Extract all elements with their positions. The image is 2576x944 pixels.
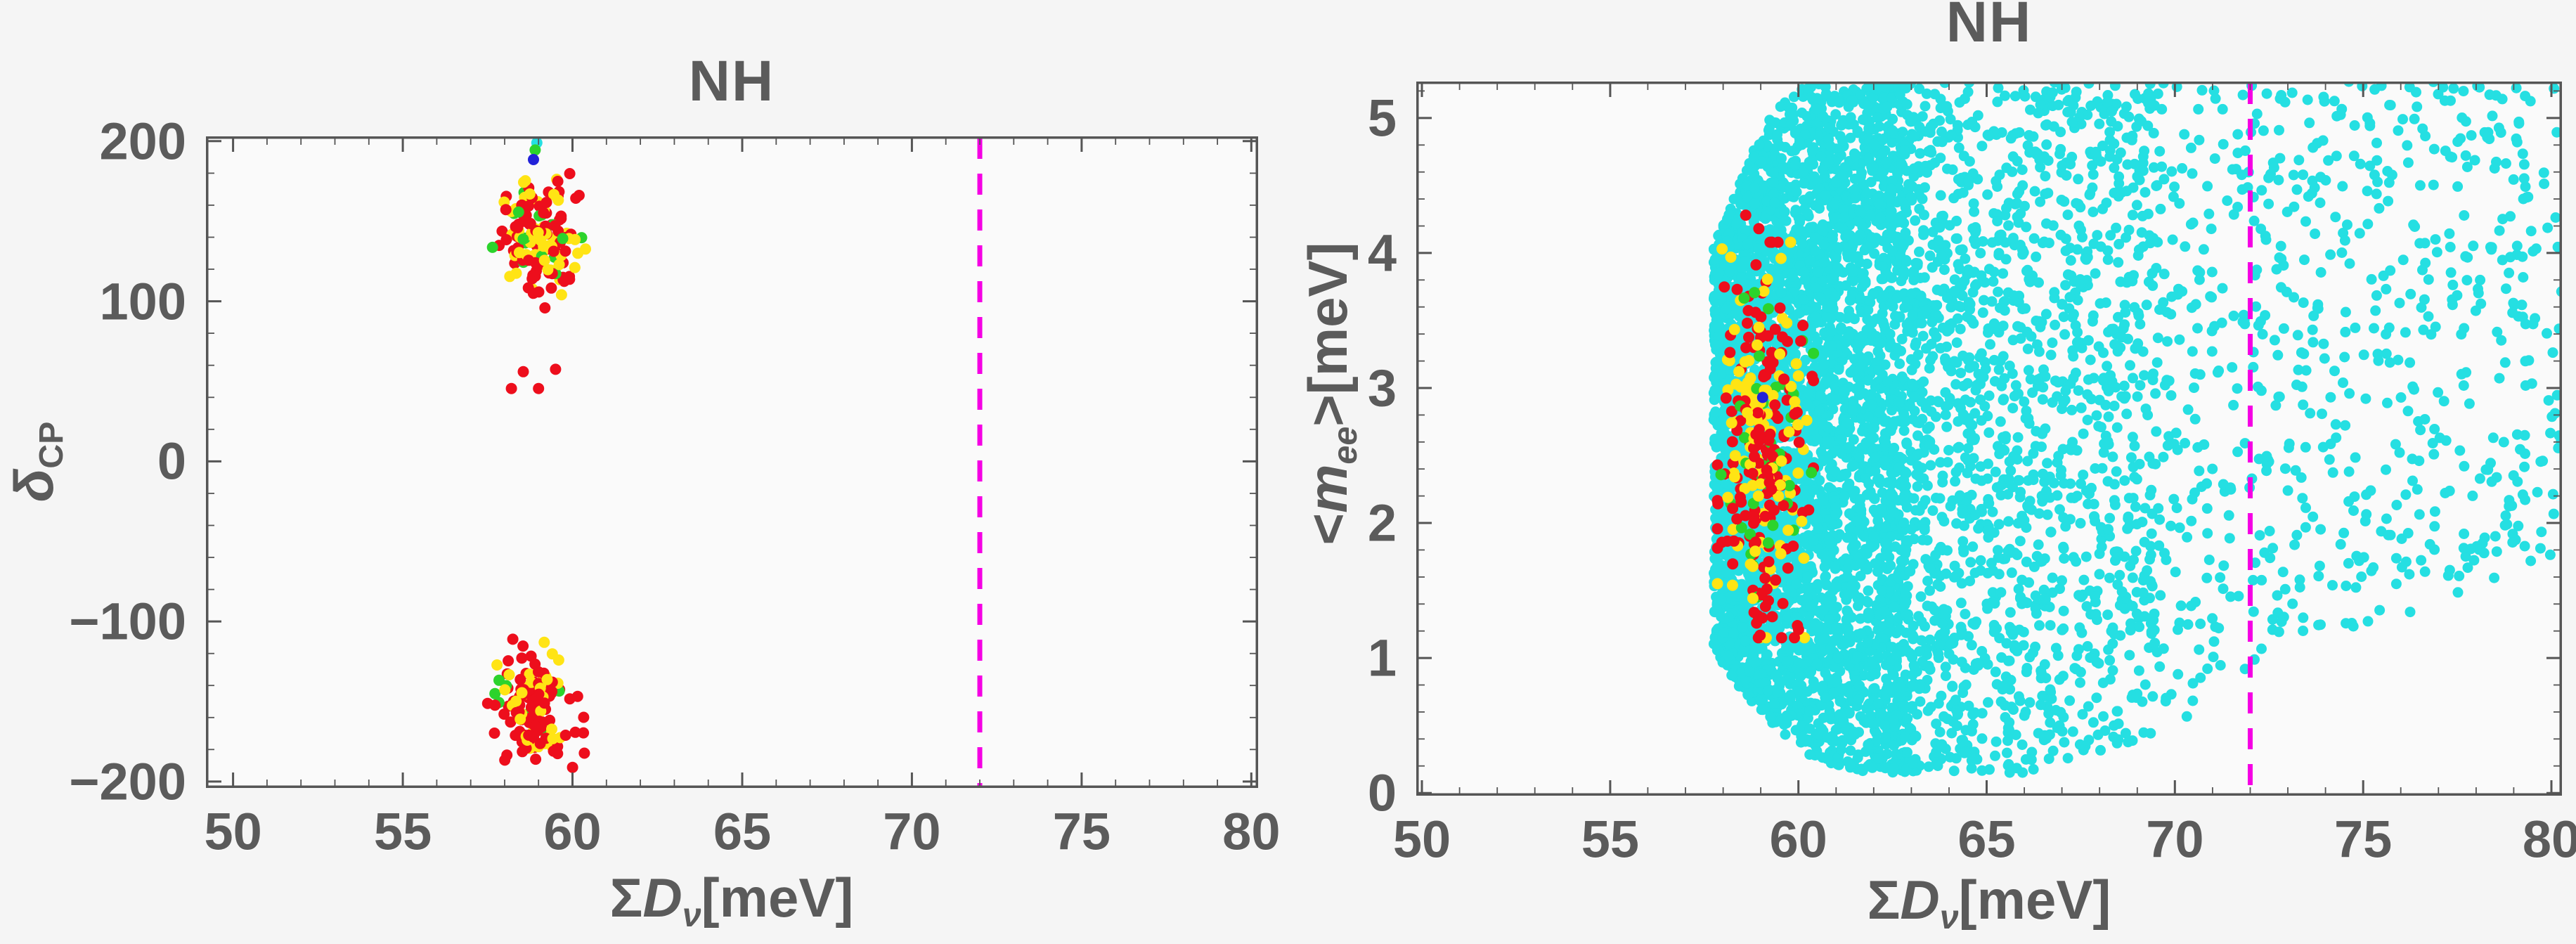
delta-symbol: δ: [3, 468, 65, 503]
left-plot-frame: [206, 136, 1258, 788]
right-plot-title: NH: [1946, 0, 2033, 54]
right-x-tick-label: 80: [2522, 810, 2576, 869]
left-y-tick-label: 0: [157, 432, 186, 491]
right-x-axis-label: ΣDν[meV]: [1868, 868, 2111, 937]
right-x-tick-label: 55: [1581, 810, 1640, 869]
left-plot-canvas: [206, 136, 1258, 788]
nu-subscript: ν: [682, 895, 701, 934]
left-data-points: [481, 137, 591, 773]
delta-subscript: CP: [32, 421, 70, 469]
left-y-tick-label: 100: [99, 272, 186, 331]
right-data-points: [1708, 82, 2562, 778]
left-x-tick-label: 80: [1222, 802, 1281, 861]
right-x-tick-label: 60: [1769, 810, 1827, 869]
mee-unit: >[meV]: [1297, 242, 1359, 427]
left-ticks: [206, 136, 1258, 788]
left-x-tick-label: 70: [883, 802, 941, 861]
left-x-tick-label: 50: [204, 802, 262, 861]
left-plot-title: NH: [688, 49, 775, 113]
left-x-axis-label: ΣDν[meV]: [610, 866, 854, 935]
right-x-tick-label: 50: [1392, 810, 1451, 869]
right-y-tick-label: 2: [1367, 493, 1397, 552]
left-y-axis-label: δCP: [2, 422, 71, 503]
right-y-tick-label: 0: [1367, 763, 1397, 822]
mee-open-bracket: <: [1297, 512, 1359, 545]
D-symbol: D: [642, 867, 682, 929]
right-y-axis-label: <mee>[meV]: [1296, 243, 1365, 545]
sigma-symbol: Σ: [609, 867, 643, 929]
right-x-tick-label: 75: [2334, 810, 2393, 869]
mee-subscript: ee: [1326, 426, 1364, 465]
right-plot-canvas: [1416, 82, 2562, 796]
left-y-tick-label: −100: [69, 592, 186, 651]
left-y-tick-label: −200: [69, 752, 186, 811]
nu-subscript: ν: [1939, 898, 1959, 936]
right-y-tick-label: 4: [1367, 224, 1397, 283]
right-x-tick-label: 65: [1957, 810, 2016, 869]
mee-symbol: m: [1297, 464, 1359, 513]
D-symbol: D: [1900, 869, 1940, 931]
right-x-tick-label: 70: [2146, 810, 2204, 869]
right-plot-frame: [1416, 82, 2562, 796]
x-unit: [meV]: [701, 867, 854, 929]
left-x-tick-label: 60: [543, 802, 602, 861]
right-y-tick-label: 5: [1367, 89, 1397, 148]
left-x-tick-label: 65: [713, 802, 772, 861]
right-y-tick-label: 1: [1367, 628, 1397, 687]
left-x-tick-label: 75: [1052, 802, 1111, 861]
left-y-tick-label: 200: [99, 112, 186, 171]
x-unit: [meV]: [1958, 869, 2111, 931]
sigma-symbol: Σ: [1867, 869, 1901, 931]
right-y-tick-label: 3: [1367, 358, 1397, 418]
left-x-tick-label: 55: [373, 802, 432, 861]
